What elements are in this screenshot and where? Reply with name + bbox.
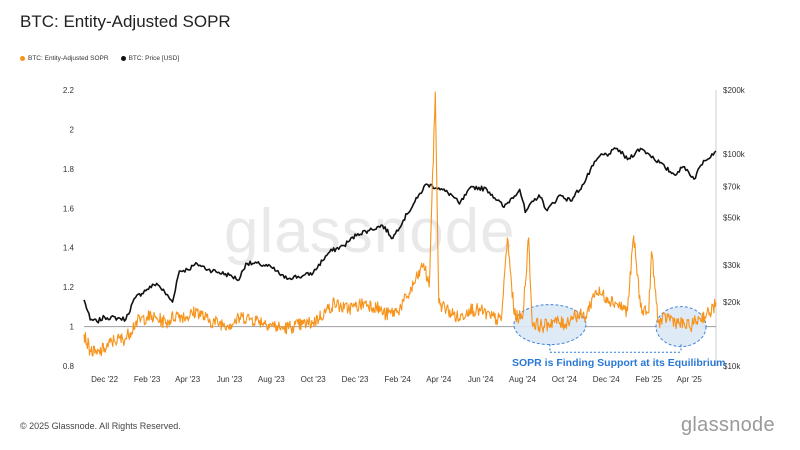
x-tick-label: Aug '23 [258, 375, 285, 384]
y-left-tick-label: 0.8 [63, 362, 75, 371]
price-series-line [83, 147, 717, 324]
sopr-series-line [83, 91, 717, 357]
legend-label-sopr: BTC: Entity-Adjusted SOPR [28, 55, 109, 62]
y-right-tick-label: $200k [723, 86, 746, 95]
y-left-tick-label: 2.2 [63, 86, 75, 95]
copyright-footer: © 2025 Glassnode. All Rights Reserved. [20, 421, 181, 431]
y-left-tick-label: 2 [70, 125, 75, 134]
y-left-tick-label: 1.8 [63, 165, 75, 174]
y-right-tick-label: $30k [723, 261, 741, 270]
x-tick-label: Apr '24 [426, 375, 452, 384]
glassnode-logo: glassnode [681, 414, 775, 436]
x-tick-label: Feb '25 [636, 375, 663, 384]
x-tick-label: Oct '23 [301, 375, 327, 384]
legend-label-price: BTC: Price [USD] [128, 55, 180, 62]
x-tick-label: Dec '23 [342, 375, 369, 384]
sopr-swatch [20, 56, 25, 61]
y-right-tick-label: $70k [723, 183, 741, 192]
legend-item-price[interactable]: BTC: Price [USD] [120, 55, 180, 62]
y-left-tick-label: 1.2 [63, 283, 75, 292]
y-right-tick-label: $50k [723, 214, 741, 223]
y-left-tick-label: 1.6 [63, 204, 75, 213]
chart-title: BTC: Entity-Adjusted SOPR [20, 12, 231, 31]
x-tick-label: Dec '22 [91, 375, 118, 384]
price-swatch [120, 56, 126, 61]
x-tick-label: Aug '24 [509, 375, 536, 384]
x-tick-label: Jun '24 [468, 375, 494, 384]
x-tick-label: Oct '24 [552, 375, 578, 384]
y-right-tick-label: $100k [723, 150, 746, 159]
y-right-tick-label: $10k [723, 362, 741, 371]
x-tick-label: Feb '23 [134, 375, 161, 384]
legend: BTC: Entity-Adjusted SOPR BTC: Price [US… [20, 55, 179, 62]
legend-item-sopr[interactable]: BTC: Entity-Adjusted SOPR [20, 55, 109, 62]
x-tick-label: Apr '23 [175, 375, 201, 384]
y-right-tick-label: $20k [723, 298, 741, 307]
x-tick-label: Apr '25 [677, 375, 703, 384]
y-left-tick-label: 1 [70, 323, 75, 332]
annotation-text: SOPR is Finding Support at its Equilibri… [512, 357, 726, 369]
x-tick-label: Feb '24 [384, 375, 411, 384]
x-tick-label: Jun '23 [217, 375, 243, 384]
x-tick-label: Dec '24 [593, 375, 620, 384]
y-left-tick-label: 1.4 [63, 244, 75, 253]
